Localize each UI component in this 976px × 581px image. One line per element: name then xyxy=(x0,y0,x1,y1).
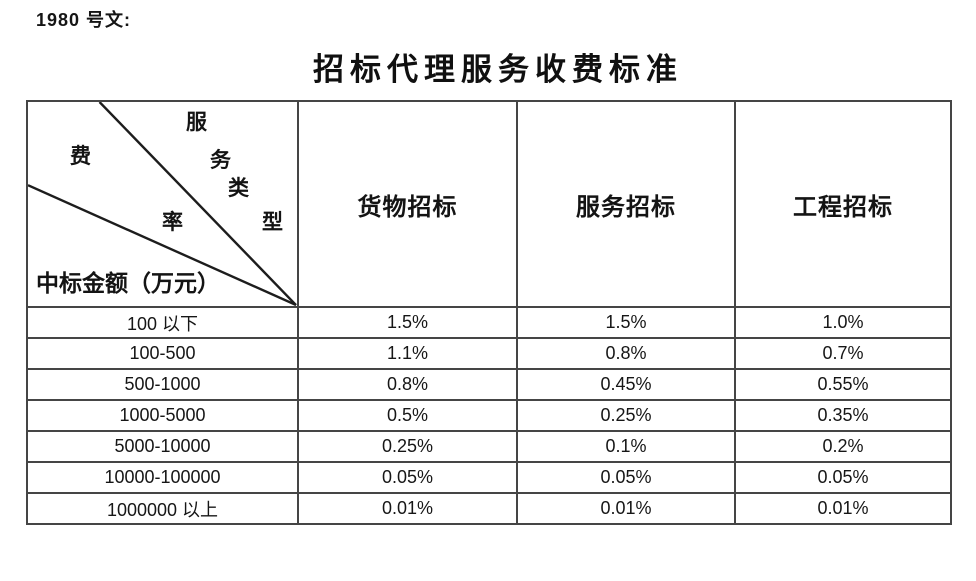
doc-ref-label: 1980 号文: xyxy=(36,10,132,30)
corner-header-cell: 费 率 服 务 类 型 中标金额（万元） xyxy=(26,100,299,308)
row-range: 100-500 xyxy=(26,337,299,370)
fee-value: 0.05% xyxy=(516,461,736,494)
fee-value: 0.7% xyxy=(734,337,952,370)
table-row: 100-500 1.1% 0.8% 0.7% xyxy=(26,337,952,370)
table-header-row: 费 率 服 务 类 型 中标金额（万元） 货物招标 服务招标 工程招标 xyxy=(26,100,952,308)
fee-value: 0.25% xyxy=(516,399,736,432)
fee-value: 1.1% xyxy=(297,337,518,370)
col-header-service: 服务招标 xyxy=(516,100,736,308)
corner-char-service-4: 型 xyxy=(262,210,283,234)
fee-value: 0.25% xyxy=(297,430,518,463)
fee-value: 0.55% xyxy=(734,368,952,401)
row-range: 10000-100000 xyxy=(26,461,299,494)
col-header-goods: 货物招标 xyxy=(297,100,518,308)
diagonal-divider-lines xyxy=(29,103,296,305)
fee-value: 0.2% xyxy=(734,430,952,463)
row-range: 100 以下 xyxy=(26,306,299,339)
fee-value: 0.01% xyxy=(734,492,952,525)
table-row: 500-1000 0.8% 0.45% 0.55% xyxy=(26,368,952,401)
col-header-engineering: 工程招标 xyxy=(734,100,952,308)
corner-char-fee-2: 率 xyxy=(162,210,183,234)
fee-value: 1.5% xyxy=(516,306,736,339)
table-row: 1000000 以上 0.01% 0.01% 0.01% xyxy=(26,492,952,525)
fee-value: 0.35% xyxy=(734,399,952,432)
fee-value: 0.1% xyxy=(516,430,736,463)
table-row: 1000-5000 0.5% 0.25% 0.35% xyxy=(26,399,952,432)
fee-value: 0.5% xyxy=(297,399,518,432)
table-row: 100 以下 1.5% 1.5% 1.0% xyxy=(26,306,952,339)
fee-value: 0.8% xyxy=(297,368,518,401)
page-title: 招标代理服务收费标准 xyxy=(313,52,683,87)
corner-char-fee-1: 费 xyxy=(70,144,91,168)
fee-value: 0.01% xyxy=(516,492,736,525)
corner-char-service-3: 类 xyxy=(228,176,249,200)
row-range: 1000000 以上 xyxy=(26,492,299,525)
fee-value: 1.0% xyxy=(734,306,952,339)
table-row: 10000-100000 0.05% 0.05% 0.05% xyxy=(26,461,952,494)
row-range: 5000-10000 xyxy=(26,430,299,463)
fee-value: 0.8% xyxy=(516,337,736,370)
fee-value: 1.5% xyxy=(297,306,518,339)
fee-value: 0.05% xyxy=(734,461,952,494)
corner-char-service-1: 服 xyxy=(186,110,207,134)
row-range: 500-1000 xyxy=(26,368,299,401)
corner-char-service-2: 务 xyxy=(210,148,231,172)
fee-value: 0.45% xyxy=(516,368,736,401)
fee-value: 0.05% xyxy=(297,461,518,494)
table-row: 5000-10000 0.25% 0.1% 0.2% xyxy=(26,430,952,463)
fee-table: 费 率 服 务 类 型 中标金额（万元） 货物招标 服务招标 工程招标 100 … xyxy=(26,100,952,525)
row-range: 1000-5000 xyxy=(26,399,299,432)
corner-amount-label: 中标金额（万元） xyxy=(36,271,220,296)
fee-value: 0.01% xyxy=(297,492,518,525)
